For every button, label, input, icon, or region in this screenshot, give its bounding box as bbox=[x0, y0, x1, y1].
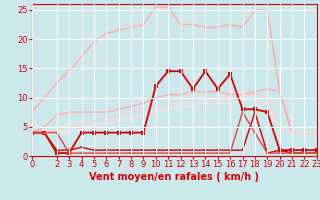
X-axis label: Vent moyen/en rafales ( km/h ): Vent moyen/en rafales ( km/h ) bbox=[89, 172, 260, 182]
